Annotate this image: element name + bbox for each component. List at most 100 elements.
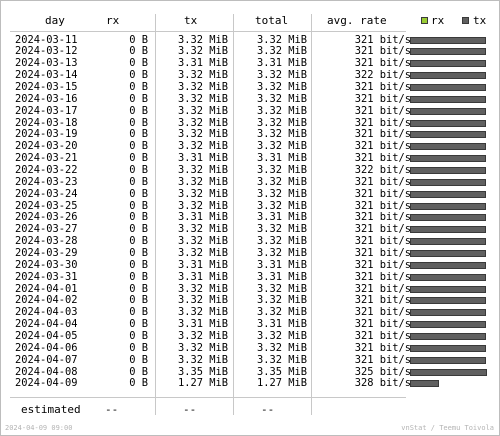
cell-day: 2024-03-12 [15, 45, 78, 58]
cell-rate: 321 bit/s [354, 306, 411, 319]
cell-rate: 321 bit/s [354, 57, 411, 70]
cell-day: 2024-03-21 [15, 152, 78, 165]
cell-rx: 0 B [129, 92, 148, 105]
cell-rate: 321 bit/s [354, 330, 411, 342]
tx-bar [410, 297, 486, 305]
cell-rate: 321 bit/s [354, 116, 411, 129]
cell-rate: 321 bit/s [354, 128, 411, 141]
cell-total: 3.32 MiB [256, 223, 307, 236]
cell-tx: 3.32 MiB [177, 92, 228, 105]
cell-total: 3.32 MiB [256, 341, 307, 354]
table-row: 2024-04-02 0 B 3.32 MiB 3.32 MiB 321 bit/s [0, 295, 500, 307]
table-row: 2024-03-12 0 B 3.32 MiB 3.32 MiB 321 bit/s [0, 45, 500, 58]
cell-tx: 3.31 MiB [177, 270, 228, 283]
cell-rate: 321 bit/s [354, 294, 411, 307]
cell-day: 2024-03-29 [15, 246, 78, 259]
tx-bar [410, 333, 486, 340]
cell-rx: 0 B [129, 45, 148, 58]
cell-rate: 321 bit/s [354, 140, 411, 153]
cell-rate: 322 bit/s [354, 163, 411, 176]
cell-tx: 3.32 MiB [177, 306, 228, 319]
cell-tx: 3.31 MiB [177, 318, 228, 331]
cell-day: 2024-03-28 [15, 235, 78, 248]
cell-tx: 3.32 MiB [177, 235, 228, 248]
cell-day: 2024-03-13 [15, 57, 78, 70]
cell-rx: 0 B [129, 80, 148, 93]
tx-bar [410, 261, 486, 269]
column-separator [233, 14, 234, 415]
cell-day: 2024-03-30 [15, 258, 78, 271]
legend-tx-swatch [462, 17, 469, 24]
cell-rx: 0 B [129, 116, 148, 129]
cell-day: 2024-04-04 [15, 318, 78, 331]
tx-bar [410, 155, 486, 163]
cell-tx: 1.27 MiB [177, 377, 228, 390]
table-row: 2024-03-14 0 B 3.32 MiB 3.32 MiB 322 bit/s [0, 69, 500, 82]
table-row: 2024-03-20 0 B 3.32 MiB 3.32 MiB 321 bit/s [0, 140, 500, 153]
cell-total: 3.31 MiB [256, 152, 307, 165]
cell-total: 3.32 MiB [256, 175, 307, 188]
cell-tx: 3.32 MiB [177, 140, 228, 153]
table-row: 2024-03-16 0 B 3.32 MiB 3.32 MiB 321 bit/s [0, 92, 500, 106]
table-row: 2024-03-25 0 B 3.32 MiB 3.32 MiB 321 bit/s [0, 199, 500, 213]
cell-tx: 3.32 MiB [177, 175, 228, 188]
cell-total: 3.32 MiB [256, 116, 307, 129]
cell-rx: 0 B [129, 318, 148, 331]
tx-bar [410, 214, 486, 222]
cell-tx: 3.31 MiB [177, 258, 228, 271]
cell-rx: 0 B [129, 330, 148, 342]
column-separator [311, 14, 312, 415]
cell-rate: 321 bit/s [354, 187, 411, 200]
tx-bar [410, 249, 486, 257]
tx-bar [410, 356, 486, 364]
cell-total: 3.32 MiB [256, 45, 307, 58]
table-row: 2024-03-24 0 B 3.32 MiB 3.32 MiB 321 bit/s [0, 187, 500, 201]
table-row: 2024-04-06 0 B 3.32 MiB 3.32 MiB 321 bit/s [0, 341, 500, 355]
col-header-total: total [255, 14, 289, 27]
cell-total: 3.32 MiB [256, 199, 307, 212]
cell-rx: 0 B [129, 163, 148, 176]
table-row: 2024-04-03 0 B 3.32 MiB 3.32 MiB 321 bit/s [0, 306, 500, 319]
cell-total: 3.32 MiB [256, 92, 307, 105]
cell-rate: 321 bit/s [354, 246, 411, 259]
cell-day: 2024-03-17 [15, 104, 78, 117]
cell-rx: 0 B [129, 353, 148, 366]
table-row: 2024-03-28 0 B 3.32 MiB 3.32 MiB 321 bit/s [0, 235, 500, 248]
tx-bar [410, 190, 486, 198]
cell-total: 3.31 MiB [256, 270, 307, 283]
table-row: 2024-03-31 0 B 3.31 MiB 3.31 MiB 321 bit/s [0, 270, 500, 284]
tx-bar [410, 36, 486, 44]
tx-bar [410, 131, 486, 139]
cell-rx: 0 B [129, 341, 148, 354]
cell-rate: 321 bit/s [354, 152, 411, 165]
cell-rx: 0 B [129, 199, 148, 212]
cell-rx: 0 B [129, 69, 148, 82]
tx-bar [410, 273, 486, 281]
cell-rx: 0 B [129, 128, 148, 141]
cell-day: 2024-03-26 [15, 211, 78, 224]
table-row: 2024-03-21 0 B 3.31 MiB 3.31 MiB 321 bit/s [0, 152, 500, 165]
cell-tx: 3.32 MiB [177, 223, 228, 236]
cell-rate: 322 bit/s [354, 69, 411, 82]
tx-bar [410, 143, 486, 151]
cell-total: 3.31 MiB [256, 318, 307, 331]
cell-total: 3.31 MiB [256, 211, 307, 224]
col-header-tx: tx [184, 14, 198, 27]
cell-total: 3.32 MiB [256, 294, 307, 307]
cell-rate: 321 bit/s [354, 235, 411, 248]
table-row: 2024-03-17 0 B 3.32 MiB 3.32 MiB 321 bit/s [0, 104, 500, 118]
cell-total: 3.32 MiB [256, 246, 307, 259]
cell-total: 3.32 MiB [256, 187, 307, 200]
tx-bar [410, 60, 486, 68]
cell-day: 2024-03-31 [15, 270, 78, 283]
table-row: 2024-03-15 0 B 3.32 MiB 3.32 MiB 321 bit/s [0, 80, 500, 94]
cell-tx: 3.32 MiB [177, 187, 228, 200]
table-row: 2024-03-27 0 B 3.32 MiB 3.32 MiB 321 bit/s [0, 223, 500, 236]
cell-tx: 3.32 MiB [177, 330, 228, 342]
table-row: 2024-03-13 0 B 3.31 MiB 3.31 MiB 321 bit/s [0, 57, 500, 70]
estimated-total: -- [261, 403, 275, 416]
legend-tx-label: tx [473, 14, 487, 27]
cell-day: 2024-04-05 [15, 330, 78, 342]
table-row: 2024-03-29 0 B 3.32 MiB 3.32 MiB 321 bit/s [0, 246, 500, 260]
table-row: 2024-04-01 0 B 3.32 MiB 3.32 MiB 321 bit/s [0, 283, 500, 296]
